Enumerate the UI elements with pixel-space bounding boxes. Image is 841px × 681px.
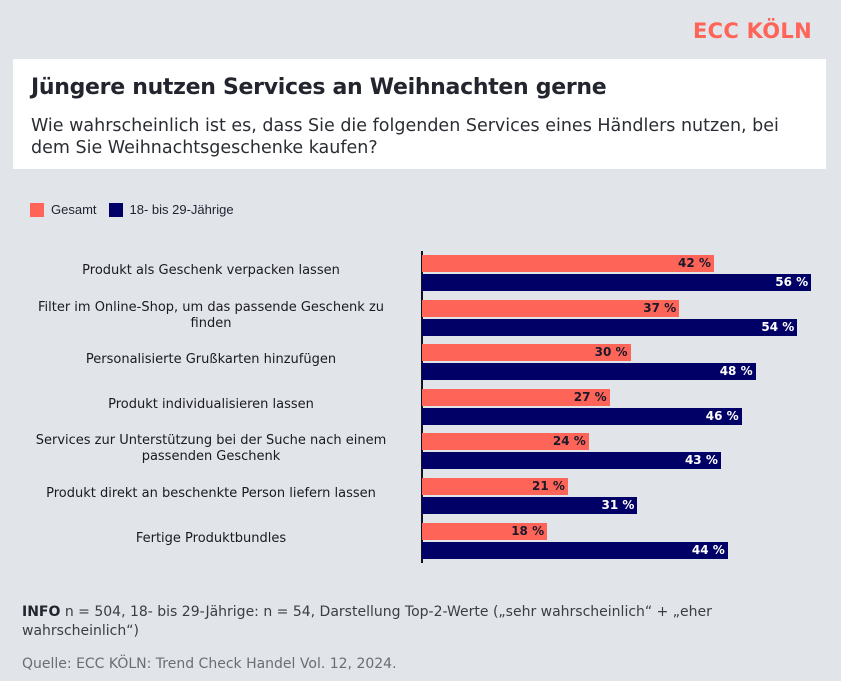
bar-young: 31 % bbox=[422, 497, 638, 514]
bar-gesamt: 24 % bbox=[422, 433, 589, 451]
source-note: Quelle: ECC KÖLN: Trend Check Handel Vol… bbox=[22, 656, 397, 672]
data-label: 54 % bbox=[761, 319, 795, 334]
legend-item-gesamt: Gesamt bbox=[30, 202, 97, 217]
data-label: 31 % bbox=[601, 498, 635, 512]
data-label: 37 % bbox=[643, 300, 677, 315]
legend-swatch-gesamt bbox=[30, 202, 44, 217]
data-label: 43 % bbox=[684, 453, 718, 468]
bar-young: 44 % bbox=[422, 541, 728, 559]
data-label: 21 % bbox=[532, 479, 565, 493]
chart-subtitle: Wie wahrscheinlich ist es, dass Sie die … bbox=[31, 116, 779, 158]
bar-gesamt: 30 % bbox=[422, 344, 631, 362]
category-label: Produkt als Geschenk verpacken lassen bbox=[82, 263, 340, 278]
data-label: 24 % bbox=[552, 434, 586, 449]
data-label: 18 % bbox=[511, 523, 545, 538]
data-label: 27 % bbox=[573, 389, 607, 404]
category-label: Produkt individualisieren lassen bbox=[108, 396, 314, 412]
bar-young: 48 % bbox=[422, 363, 756, 381]
chart-title: Jüngere nutzen Services an Weihnachten g… bbox=[31, 75, 607, 100]
bar-gesamt: 27 % bbox=[422, 388, 610, 406]
data-label: 48 % bbox=[719, 364, 753, 379]
legend: Gesamt 18- bis 29-Jährige bbox=[30, 202, 246, 217]
data-label: 30 % bbox=[594, 345, 628, 360]
legend-label-gesamt: Gesamt bbox=[51, 202, 97, 217]
data-label: 56 % bbox=[775, 275, 809, 289]
category-label: Services zur Unterstützung bei der Suche… bbox=[35, 433, 387, 465]
legend-label-young: 18- bis 29-Jährige bbox=[129, 202, 234, 217]
info-label: INFO bbox=[22, 604, 61, 620]
info-note: INFO n = 504, 18- bis 29-Jährige: n = 54… bbox=[22, 603, 812, 641]
bar-young: 54 % bbox=[422, 318, 798, 336]
title-box: Jüngere nutzen Services an Weihnachten g… bbox=[13, 59, 826, 169]
data-label: 42 % bbox=[677, 256, 711, 270]
category-label: Fertige Produktbundles bbox=[135, 530, 287, 546]
legend-swatch-young bbox=[108, 202, 123, 217]
legend-item-young: 18- bis 29-Jährige bbox=[108, 202, 234, 217]
data-label: 46 % bbox=[705, 408, 739, 423]
data-label: 44 % bbox=[691, 542, 725, 557]
bar-gesamt: 37 % bbox=[422, 299, 680, 317]
bar-gesamt: 18 % bbox=[422, 522, 548, 540]
bar-young: 43 % bbox=[422, 452, 721, 470]
category-label: Filter im Online-Shop, um das passende G… bbox=[37, 299, 385, 331]
bar-young: 46 % bbox=[422, 407, 742, 425]
category-label: Personalisierte Grußkarten hinzufügen bbox=[85, 352, 337, 368]
category-label: Produkt direkt an beschenkte Person lief… bbox=[46, 486, 376, 501]
info-text: n = 504, 18- bis 29-Jährige: n = 54, Dar… bbox=[22, 604, 712, 639]
bar-gesamt: 42 % bbox=[422, 255, 714, 272]
y-axis-line bbox=[421, 251, 423, 563]
brand-logo: ECC KÖLN bbox=[692, 19, 812, 43]
bar-young: 56 % bbox=[422, 274, 812, 291]
bar-gesamt: 21 % bbox=[422, 478, 568, 495]
